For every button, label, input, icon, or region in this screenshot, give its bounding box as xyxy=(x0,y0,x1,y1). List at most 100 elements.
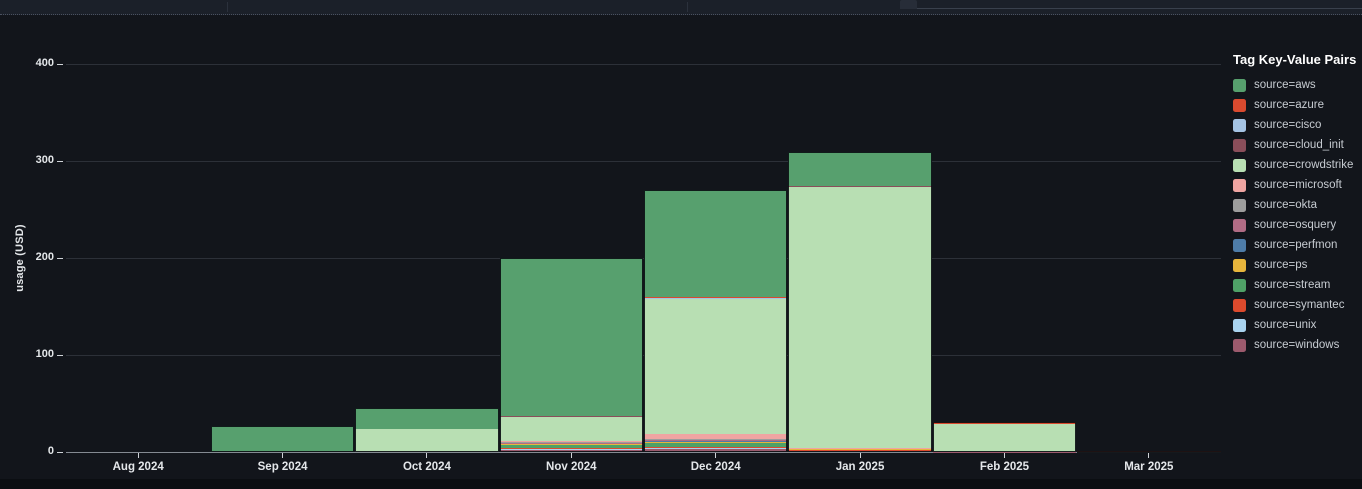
bar-sep-2024[interactable] xyxy=(210,425,355,452)
legend-item-source-cisco[interactable]: source=cisco xyxy=(1233,115,1359,135)
x-axis-tick-label: Sep 2024 xyxy=(257,461,308,473)
bar-segment-source-microsoft[interactable] xyxy=(644,434,788,439)
bar-segment-source-cloud-init[interactable] xyxy=(644,298,788,300)
bar-segment-source-windows[interactable] xyxy=(644,448,788,452)
bar-segment-source-aws[interactable] xyxy=(355,408,499,429)
x-axis-tick-label: Jan 2025 xyxy=(835,461,885,473)
gridline xyxy=(66,258,1221,259)
bar-mar-2025[interactable] xyxy=(1077,450,1221,453)
bar-oct-2024[interactable] xyxy=(355,408,499,452)
legend-item-source-symantec[interactable]: source=symantec xyxy=(1233,295,1359,315)
bar-segment-source-okta[interactable] xyxy=(644,438,788,440)
legend-item-label: source=symantec xyxy=(1254,299,1345,311)
legend-item-label: source=microsoft xyxy=(1254,179,1342,191)
y-axis-tick xyxy=(57,452,63,453)
legend-item-label: source=unix xyxy=(1254,319,1317,331)
y-axis-tick-label: 200 xyxy=(35,251,54,263)
legend-item-label: source=ps xyxy=(1254,259,1308,271)
bar-segment-source-symantec[interactable] xyxy=(644,446,788,448)
bar-segment-source-osquery[interactable] xyxy=(644,439,788,441)
bar-nov-2024[interactable] xyxy=(499,258,643,452)
bar-segment-source-crowdstrike[interactable] xyxy=(932,423,1077,452)
legend-item-label: source=perfmon xyxy=(1254,239,1338,251)
legend-item-source-windows[interactable]: source=windows xyxy=(1233,335,1359,355)
browser-chrome-strip xyxy=(0,0,1362,15)
legend-swatch-icon xyxy=(1233,218,1246,232)
bar-feb-2025[interactable] xyxy=(932,422,1077,452)
y-axis-tick-label: 100 xyxy=(35,348,54,360)
legend-items: source=aws source=azure source=cisco source… xyxy=(1233,75,1359,355)
y-axis-tick xyxy=(57,355,63,356)
legend-item-source-okta[interactable]: source=okta xyxy=(1233,195,1359,215)
x-axis-baseline xyxy=(66,452,1221,453)
legend-item-source-perfmon[interactable]: source=perfmon xyxy=(1233,235,1359,255)
legend-swatch-icon xyxy=(1233,298,1246,312)
legend-item-label: source=azure xyxy=(1254,99,1324,111)
x-axis-tick xyxy=(137,453,139,458)
x-axis-tick-label: Mar 2025 xyxy=(1124,461,1174,473)
gridline xyxy=(66,355,1221,356)
x-axis-tick xyxy=(1148,453,1150,458)
legend-item-label: source=crowdstrike xyxy=(1254,159,1354,171)
bar-segment-source-symantec[interactable] xyxy=(499,447,643,449)
legend-item-source-microsoft[interactable]: source=microsoft xyxy=(1233,175,1359,195)
x-axis-tick xyxy=(1003,453,1005,458)
legend-item-source-aws[interactable]: source=aws xyxy=(1233,75,1359,95)
legend-item-source-crowdstrike[interactable]: source=crowdstrike xyxy=(1233,155,1359,175)
legend-item-label: source=cisco xyxy=(1254,119,1322,131)
legend-item-source-stream[interactable]: source=stream xyxy=(1233,275,1359,295)
bar-segment-source-windows[interactable] xyxy=(499,449,643,452)
bar-segment-source-aws[interactable] xyxy=(644,189,788,298)
bar-segment-source-ps[interactable] xyxy=(499,443,643,446)
y-axis-tick-label: 400 xyxy=(35,57,54,69)
legend-item-source-unix[interactable]: source=unix xyxy=(1233,315,1359,335)
legend-swatch-icon xyxy=(1233,238,1246,252)
bar-segment-source-aws[interactable] xyxy=(499,258,643,416)
chrome-divider xyxy=(687,2,688,12)
legend-swatch-icon xyxy=(1233,318,1246,332)
legend-item-source-azure[interactable]: source=azure xyxy=(1233,95,1359,115)
bottom-strip xyxy=(0,479,1362,489)
bar-segment-source-microsoft[interactable] xyxy=(499,441,643,443)
bar-jan-2025[interactable] xyxy=(788,152,932,452)
x-axis-tick xyxy=(859,453,861,458)
legend-item-label: source=aws xyxy=(1254,79,1316,91)
gridline xyxy=(66,64,1221,65)
x-axis-tick-label: Aug 2024 xyxy=(112,461,164,473)
x-axis-tick xyxy=(715,453,717,458)
bar-segment-source-azure[interactable] xyxy=(932,422,1077,424)
bar-segment-source-crowdstrike[interactable] xyxy=(499,416,643,442)
legend-swatch-icon xyxy=(1233,118,1246,132)
x-axis-tick xyxy=(282,453,284,458)
bar-segment-source-aws[interactable] xyxy=(210,425,355,452)
legend-title: Tag Key-Value Pairs xyxy=(1233,52,1357,67)
bar-segment-source-aws[interactable] xyxy=(788,152,932,187)
bar-segment-source-stream[interactable] xyxy=(788,449,932,451)
legend-swatch-icon xyxy=(1233,338,1246,352)
x-axis-tick xyxy=(570,453,572,458)
bar-segment-source-windows[interactable] xyxy=(788,450,932,452)
legend-item-source-osquery[interactable]: source=osquery xyxy=(1233,215,1359,235)
bar-segment-source-ps[interactable] xyxy=(644,441,788,443)
bar-segment-source-perfmon[interactable] xyxy=(644,440,788,442)
y-axis-tick-label: 300 xyxy=(35,154,54,166)
legend: Tag Key-Value Pairs source=aws source=azu… xyxy=(1233,52,1359,355)
x-axis-tick-label: Feb 2025 xyxy=(979,461,1030,473)
chrome-tab-remnant xyxy=(900,0,917,9)
bar-segment-source-stream[interactable] xyxy=(499,445,643,448)
bar-segment-source-azure[interactable] xyxy=(1077,450,1221,452)
y-axis-tick xyxy=(57,258,63,259)
legend-item-source-cloud-init[interactable]: source=cloud_init xyxy=(1233,135,1359,155)
legend-swatch-icon xyxy=(1233,258,1246,272)
legend-item-source-ps[interactable]: source=ps xyxy=(1233,255,1359,275)
legend-swatch-icon xyxy=(1233,158,1246,172)
bar-dec-2024[interactable] xyxy=(644,189,788,452)
bar-segment-source-crowdstrike[interactable] xyxy=(355,428,499,452)
x-axis-tick-label: Dec 2024 xyxy=(690,461,741,473)
bar-segment-source-crowdstrike[interactable] xyxy=(788,186,932,448)
bar-segment-source-crowdstrike[interactable] xyxy=(644,299,788,435)
x-axis-tick xyxy=(426,453,428,458)
gridline xyxy=(66,161,1221,162)
bar-segment-source-stream[interactable] xyxy=(644,442,788,447)
